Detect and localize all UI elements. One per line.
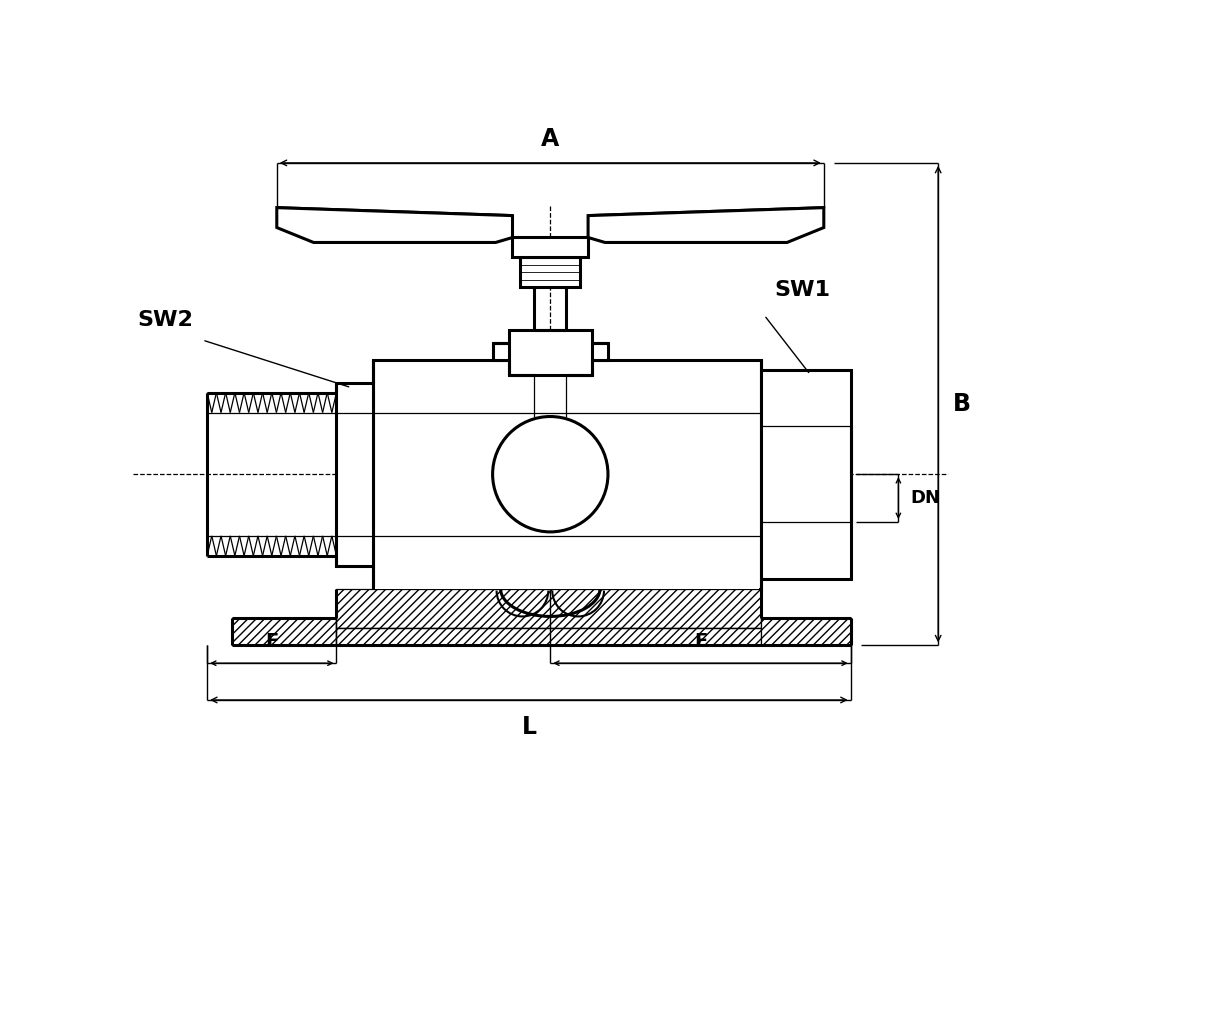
Bar [761, 370, 850, 579]
Bar [337, 383, 373, 565]
Text: L: L [522, 715, 536, 739]
Bar [493, 343, 608, 359]
Bar [376, 587, 759, 589]
Bar [521, 257, 580, 287]
Text: F: F [693, 632, 707, 651]
Bar [337, 589, 761, 629]
Bar [509, 330, 592, 375]
Text: A: A [541, 127, 559, 151]
Text: SW1: SW1 [774, 281, 830, 300]
Polygon shape [277, 208, 512, 243]
Bar [761, 618, 850, 645]
Bar [373, 359, 761, 589]
Bar [232, 618, 337, 645]
Text: E: E [266, 632, 278, 651]
Text: B: B [953, 392, 971, 416]
Text: DN: DN [911, 489, 940, 507]
Bar [337, 629, 761, 645]
Bar [512, 238, 588, 257]
Polygon shape [588, 208, 824, 243]
Text: SW2: SW2 [138, 310, 193, 330]
